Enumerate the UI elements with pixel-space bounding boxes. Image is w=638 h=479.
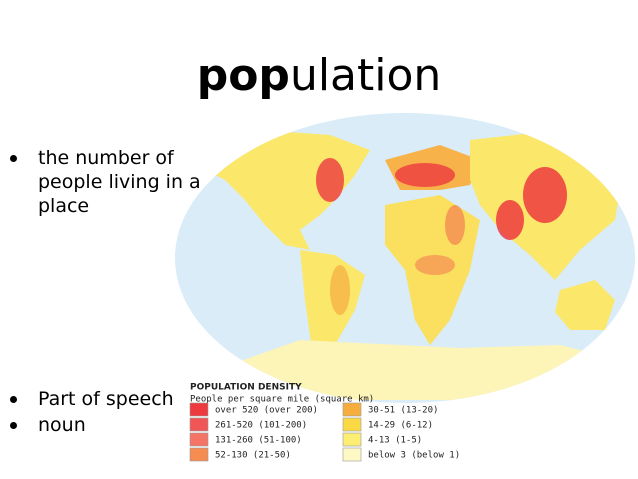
bullet: noun [10,413,86,437]
legend-label: below 3 (below 1) [368,451,460,461]
legend-swatch [189,432,209,447]
legend-label: 4-13 (1-5) [368,436,422,446]
bullet: Part of speech [10,387,174,411]
slide-title: population [196,50,442,101]
legend-label: over 520 (over 200) [215,406,318,416]
legend-swatch [189,447,209,462]
legend-label: 14-29 (6-12) [368,421,433,431]
legend-label: 131-260 (51-100) [215,436,302,446]
bullet: the number of people living in a place [10,146,240,218]
legend-subtitle: People per square mile (square km) [190,395,374,405]
legend-swatch [189,402,209,417]
legend-label: 261-520 (101-200) [215,421,307,431]
legend-title: POPULATION DENSITY [190,383,302,393]
legend-swatch [342,402,362,417]
legend-swatch [189,417,209,432]
legend-label: 30-51 (13-20) [368,406,438,416]
legend-label: 52-130 (21-50) [215,451,291,461]
legend-swatch [342,447,362,462]
legend-swatch [342,432,362,447]
legend-swatch [342,417,362,432]
